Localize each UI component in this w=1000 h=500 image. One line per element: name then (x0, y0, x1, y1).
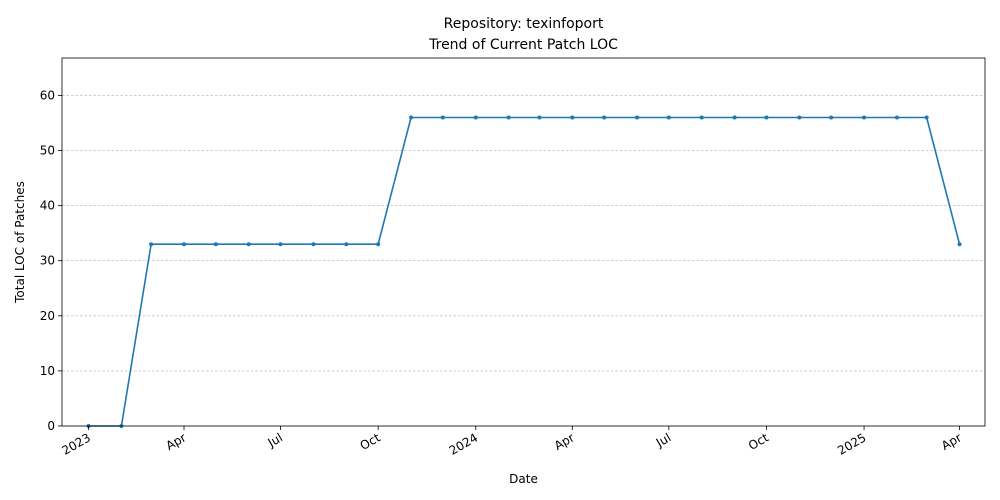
y-tick-label: 0 (47, 419, 55, 433)
data-point (311, 242, 316, 247)
y-tick-label: 50 (40, 144, 55, 158)
x-tick-label: Jul (265, 430, 285, 450)
y-tick-label: 30 (40, 254, 55, 268)
data-point (473, 115, 478, 120)
data-point (699, 115, 704, 120)
data-point (409, 115, 414, 120)
data-point (506, 115, 511, 120)
data-point (894, 115, 899, 120)
data-point (570, 115, 575, 120)
chart-subtitle: Trend of Current Patch LOC (428, 37, 618, 53)
data-point (602, 115, 607, 120)
data-point (149, 242, 154, 247)
x-tick-label: 2025 (835, 430, 868, 457)
x-tick-label: 2024 (447, 430, 480, 457)
x-axis-ticks: 2023 Apr Jul Oct 2024 Apr Jul Oct 2025 Apr (60, 426, 964, 458)
data-point (732, 115, 737, 120)
data-points (86, 115, 962, 428)
data-point (829, 115, 834, 120)
data-point (182, 242, 187, 247)
x-axis-label: Date (509, 472, 538, 486)
data-point (957, 242, 962, 247)
data-point (537, 115, 542, 120)
x-tick-label: Apr (552, 430, 577, 453)
x-tick-label: Apr (164, 430, 189, 453)
chart-title: Repository: texinfoport (444, 16, 604, 32)
data-point (764, 115, 769, 120)
y-tick-label: 40 (40, 199, 55, 213)
y-tick-label: 60 (40, 88, 55, 102)
y-tick-label: 10 (40, 364, 55, 378)
series-line (88, 116, 961, 427)
grid-lines (62, 95, 985, 427)
series-line-layer (88, 116, 961, 427)
data-point (344, 242, 349, 247)
y-tick-label: 20 (40, 309, 55, 323)
x-tick-label: 2023 (60, 430, 93, 457)
data-point (924, 115, 929, 120)
data-point (635, 115, 640, 120)
x-tick-label: Oct (746, 430, 771, 453)
data-point (376, 242, 381, 247)
data-point (440, 115, 445, 120)
y-axis-ticks: 0 10 20 30 40 50 60 (40, 88, 62, 433)
data-point (666, 115, 671, 120)
data-point (213, 242, 218, 247)
plot-frame (61, 57, 986, 427)
x-tick-label: Jul (653, 430, 673, 450)
data-point (862, 115, 867, 120)
x-tick-label: Oct (358, 430, 383, 453)
x-tick-label: Apr (939, 430, 964, 453)
data-point (278, 242, 283, 247)
data-point (797, 115, 802, 120)
data-point (246, 242, 251, 247)
y-axis-label: Total LOC of Patches (13, 181, 27, 304)
